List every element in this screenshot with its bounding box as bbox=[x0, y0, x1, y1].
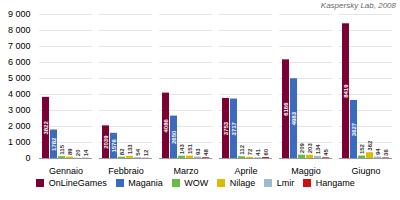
svg-text:41: 41 bbox=[255, 149, 261, 156]
svg-text:12: 12 bbox=[143, 149, 149, 156]
html-text:WOW: WOW bbox=[184, 178, 209, 188]
svg-text:89: 89 bbox=[67, 148, 73, 155]
svg-text:3 000: 3 000 bbox=[8, 105, 31, 115]
svg-text:82: 82 bbox=[119, 148, 125, 155]
svg-text:1576: 1576 bbox=[111, 139, 117, 153]
svg-text:Aprile: Aprile bbox=[234, 166, 257, 176]
svg-text:2650: 2650 bbox=[171, 130, 177, 144]
svg-text:4983: 4983 bbox=[291, 111, 297, 125]
svg-text:7 000: 7 000 bbox=[8, 41, 31, 51]
html-text:Hangame: Hangame bbox=[315, 178, 355, 188]
svg-text:54: 54 bbox=[135, 148, 141, 155]
svg-text:362: 362 bbox=[367, 140, 373, 151]
svg-text:6166: 6166 bbox=[283, 102, 289, 116]
html-text:Nilage: Nilage bbox=[229, 178, 256, 188]
svg-text:3753: 3753 bbox=[223, 121, 229, 135]
svg-text:3627: 3627 bbox=[351, 122, 357, 136]
svg-text:6 000: 6 000 bbox=[8, 57, 31, 67]
svg-text:3822: 3822 bbox=[43, 121, 49, 135]
svg-text:112: 112 bbox=[239, 144, 245, 154]
svg-text:151: 151 bbox=[187, 143, 193, 154]
svg-text:36: 36 bbox=[383, 149, 389, 156]
svg-text:9 000: 9 000 bbox=[8, 9, 31, 19]
svg-text:4 000: 4 000 bbox=[8, 89, 31, 99]
svg-text:2 000: 2 000 bbox=[8, 121, 31, 131]
svg-text:45: 45 bbox=[323, 148, 329, 155]
svg-text:1782: 1782 bbox=[51, 137, 57, 151]
svg-text:60: 60 bbox=[263, 148, 269, 155]
svg-text:203: 203 bbox=[307, 143, 313, 154]
svg-text:93: 93 bbox=[195, 148, 201, 155]
svg-text:8419: 8419 bbox=[343, 84, 349, 98]
svg-text:72: 72 bbox=[247, 148, 253, 155]
svg-text:Maggio: Maggio bbox=[291, 166, 321, 176]
svg-text:133: 133 bbox=[127, 144, 133, 155]
svg-text:5 000: 5 000 bbox=[8, 73, 31, 83]
svg-text:209: 209 bbox=[299, 142, 305, 153]
svg-text:4086: 4086 bbox=[163, 118, 169, 132]
svg-text:Febbraio: Febbraio bbox=[108, 166, 144, 176]
svg-text:48: 48 bbox=[203, 148, 209, 155]
html-text:Kaspersky Lab, 2008: Kaspersky Lab, 2008 bbox=[320, 1, 396, 10]
svg-text:Gennaio: Gennaio bbox=[49, 166, 83, 176]
svg-text:115: 115 bbox=[59, 144, 65, 154]
svg-text:94: 94 bbox=[375, 148, 381, 155]
svg-text:14: 14 bbox=[83, 149, 89, 156]
svg-text:3717: 3717 bbox=[231, 121, 237, 135]
svg-text:2039: 2039 bbox=[103, 135, 109, 149]
svg-text:Giugno: Giugno bbox=[351, 166, 380, 176]
svg-text:143: 143 bbox=[179, 144, 185, 155]
svg-text:Marzo: Marzo bbox=[173, 166, 198, 176]
svg-text:1 000: 1 000 bbox=[8, 137, 31, 147]
html-text:Magania: Magania bbox=[128, 178, 163, 188]
svg-text:134: 134 bbox=[315, 144, 321, 155]
html-text:Lmir: Lmir bbox=[276, 178, 295, 188]
svg-text:8 000: 8 000 bbox=[8, 25, 31, 35]
html-text:OnLineGames: OnLineGames bbox=[48, 178, 107, 188]
svg-text:20: 20 bbox=[75, 149, 81, 156]
svg-text:0: 0 bbox=[25, 153, 30, 163]
svg-text:152: 152 bbox=[359, 143, 365, 154]
